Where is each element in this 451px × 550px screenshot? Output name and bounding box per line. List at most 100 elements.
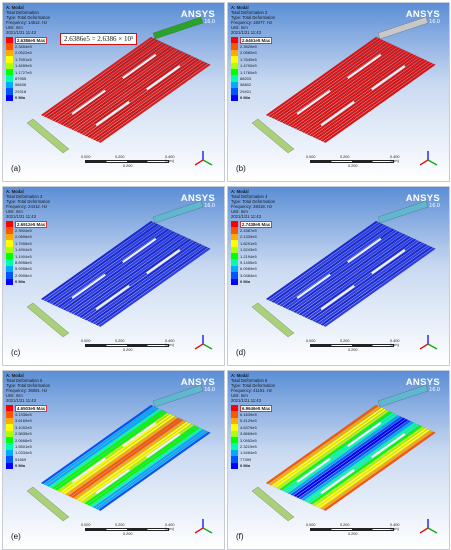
ansys-logo: ANSYS 16.0 [406, 377, 440, 393]
brand-version: 16.0 [429, 387, 440, 393]
beam-strip [89, 427, 203, 508]
legend-value: 2.6461e5 Max [240, 36, 273, 44]
result-info: A: Modal Total Deformation 2 Type: Total D… [231, 5, 275, 35]
beam-strip [98, 431, 211, 511]
plate-slot [347, 237, 382, 264]
legend-entry: 2.6912e5 Max [6, 220, 48, 228]
legend-value: 2.3520e5 [240, 44, 257, 50]
beam-strip [293, 417, 406, 497]
beam-strip [43, 38, 157, 118]
legend-entry: 1.4904e5 [6, 246, 47, 253]
legend-swatch [231, 75, 238, 82]
legend-swatch [231, 49, 238, 57]
legend-swatch [231, 37, 238, 44]
beam-strip [54, 43, 168, 123]
viewport-background [228, 3, 449, 181]
info-type: Total Deformation 2 [231, 10, 268, 15]
panel-label: (e) [11, 532, 21, 541]
legend-entry: 87955 [6, 75, 47, 82]
legend-entry: 77399 [231, 456, 272, 463]
legend-swatch [6, 68, 13, 76]
legend-value: 2.9908e4 [15, 272, 32, 278]
legend-entry: 88203 [231, 75, 272, 82]
info-date: 2021/1/21 11:43 [231, 214, 261, 219]
beam-strip [68, 49, 181, 129]
beam-strip [84, 425, 198, 505]
legend-entry: 58802 [231, 81, 272, 89]
legend-swatch [231, 227, 238, 234]
beam-strip [293, 49, 406, 129]
beam-strip [46, 223, 159, 303]
legend-value: 1.4659e5 [15, 63, 32, 69]
legend-value: 1.1904e5 [15, 253, 32, 259]
beam-strip [51, 225, 165, 306]
legend-value: 2.0668e5 [15, 437, 32, 443]
beam-strip [65, 48, 179, 128]
beam-strip [40, 404, 154, 485]
legend-value: 2.3454e5 [15, 44, 32, 50]
beam-strip [43, 406, 157, 486]
legend-entry: 4.1336e5 [6, 411, 47, 418]
beam-strip [317, 61, 431, 141]
plate-slot [371, 433, 406, 459]
beam-strip [293, 233, 406, 313]
beam-strip [323, 431, 436, 511]
beam-strip [89, 243, 203, 324]
legend-swatch [231, 221, 238, 228]
beam-strip [62, 231, 176, 311]
scale-tick-label: 0.000 [81, 523, 91, 527]
legend-value: 4.6503e5 Max [15, 404, 48, 412]
scale-tick-label: 0.200 [348, 532, 358, 536]
legend-entry: 1.4700e5 [231, 62, 272, 69]
legend-value: 0 Min [240, 95, 251, 101]
legend-value: 2.7438e5 Max [240, 220, 273, 228]
info-line3: Type: Total Deformation [231, 383, 276, 388]
scale-tick-label: 0.400 (mm) [165, 523, 175, 531]
beam-strip [40, 36, 154, 117]
legend-swatch [231, 265, 238, 273]
scale-bar: 0.000 0.200 0.400 (mm) 0.200 [306, 523, 400, 537]
legend-value: 0 Min [240, 463, 251, 469]
legend-swatch [6, 456, 13, 463]
legend-entry: 1.5501e5 [6, 443, 47, 450]
beam-strip [314, 59, 428, 140]
beam-strip [70, 418, 184, 499]
legend-entry: 2.7438e5 Max [231, 220, 273, 228]
deformation-model [26, 384, 211, 522]
info-date: 2021/1/21 11:43 [6, 398, 36, 403]
legend-value: 1.4700e5 [240, 63, 257, 69]
legend-swatch [231, 278, 238, 285]
beam-strip [309, 425, 423, 505]
result-info: A: Modal Total Deformation 4 Type: Total D… [231, 189, 275, 219]
deformation-model [251, 200, 436, 338]
legend-swatch [231, 449, 238, 457]
legend-value: 1.7591e5 [15, 56, 32, 62]
result-info: A: Modal Total Deformation Type: Total Def… [6, 5, 50, 35]
scale-tick-label: 0.400 (mm) [390, 155, 400, 163]
beam-strip [279, 227, 393, 307]
brand-name: ANSYS [405, 193, 440, 204]
beam-strip [73, 236, 187, 316]
legend-entry: 3.0484e4 [231, 272, 272, 279]
beam-strip [271, 407, 384, 487]
legend-value: 2.6386e5 Max [15, 36, 48, 44]
brand-version: 16.0 [204, 203, 215, 209]
beam-strip [320, 246, 434, 326]
scale-tick-label: 0.400 (mm) [390, 339, 400, 347]
info-date: 2021/1/21 11:43 [6, 30, 36, 35]
legend-swatch [231, 240, 238, 247]
beam-strip [314, 243, 428, 324]
info-unit: Unit: mm [6, 209, 23, 214]
scale-tick-label: 0.000 [306, 155, 316, 159]
legend-entry: 29318 [6, 88, 47, 95]
beam-strip [68, 417, 181, 497]
color-legend: 2.7438e5 Max 2.4387e5 2.1339e5 1.8291e5 1.52… [231, 220, 273, 285]
legend-entry: 3.1002e5 [6, 424, 47, 431]
beam-strip [295, 50, 409, 131]
ansys-logo: ANSYS 16.0 [181, 9, 215, 25]
legend-swatch [231, 68, 238, 76]
plate-slot [71, 273, 106, 299]
panel-label: (c) [11, 348, 21, 357]
viewport-background [3, 371, 224, 549]
legend-entry: 1.7640e5 [231, 56, 272, 63]
